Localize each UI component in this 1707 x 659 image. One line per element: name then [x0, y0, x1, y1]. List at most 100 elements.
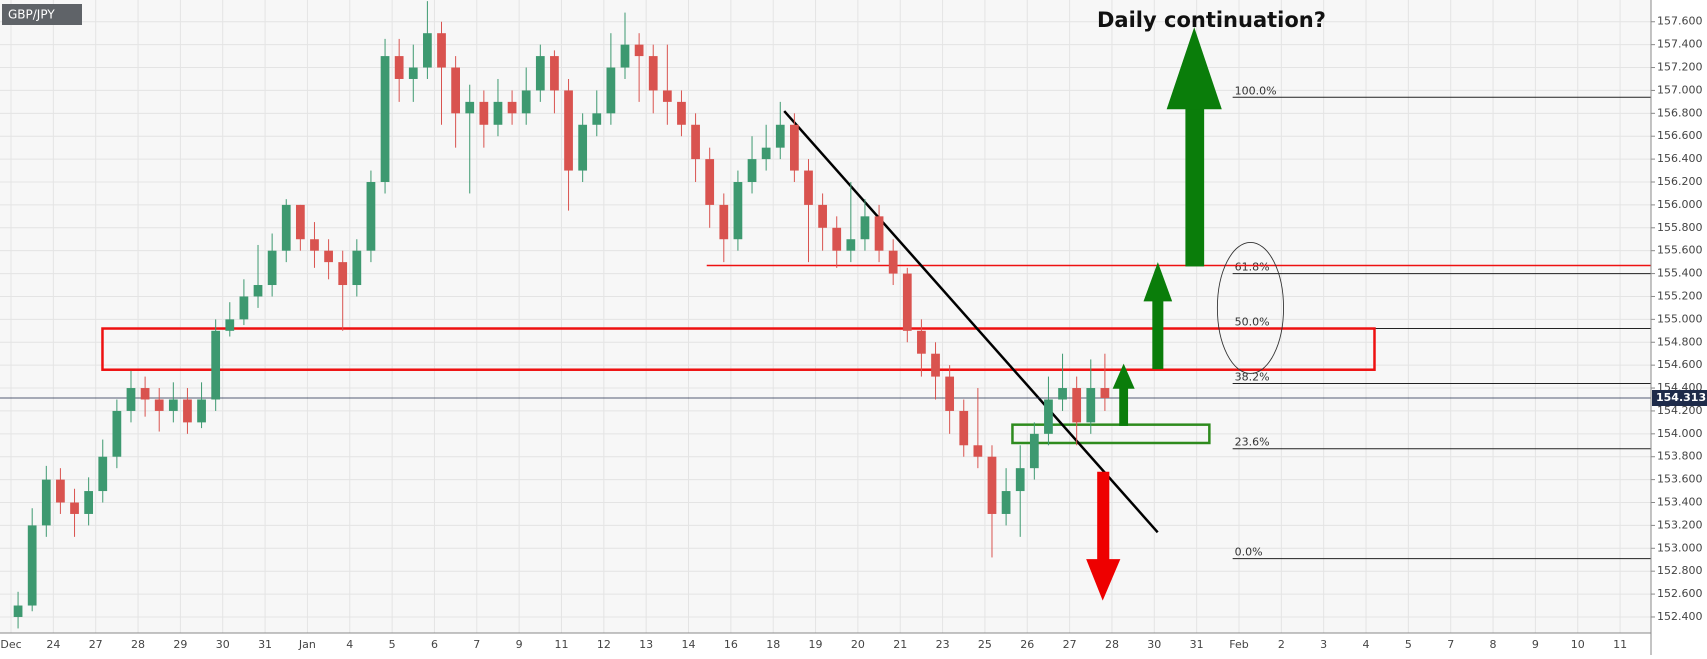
candle-body	[860, 216, 870, 240]
candle-body	[719, 204, 729, 240]
fib-label: 61.8%	[1235, 261, 1270, 274]
candle-body	[126, 388, 136, 411]
candle-body	[761, 147, 771, 160]
candle-body	[338, 262, 348, 286]
x-tick-label: 3	[1320, 638, 1327, 651]
candle-body	[197, 399, 206, 423]
candle-body	[154, 399, 164, 411]
y-tick-label: 152.400	[1657, 610, 1703, 623]
fib-label: 100.0%	[1235, 84, 1277, 97]
y-tick-label: 154.600	[1657, 358, 1703, 371]
candle-body	[564, 90, 573, 171]
y-tick-label: 157.000	[1657, 83, 1703, 96]
candle-body	[705, 159, 715, 205]
x-tick-label: 18	[766, 638, 780, 651]
y-tick-label: 155.000	[1657, 312, 1703, 325]
x-tick-label: 9	[1532, 638, 1539, 651]
last-price-box	[1652, 390, 1707, 407]
x-tick-label: 26	[1020, 638, 1034, 651]
y-tick-label: 155.400	[1657, 267, 1703, 280]
x-tick-label: 27	[1063, 638, 1077, 651]
candle-body	[211, 330, 221, 400]
candle-body	[648, 56, 658, 91]
plot-background	[0, 0, 1651, 633]
candle-body	[394, 56, 404, 79]
candle-body	[56, 479, 65, 503]
y-tick-label: 156.600	[1657, 129, 1703, 142]
candle-body	[691, 124, 700, 160]
small-arrow-shaft	[1119, 386, 1129, 426]
candle-body	[902, 273, 912, 331]
candle-body	[408, 67, 418, 79]
fib-label: 0.0%	[1235, 546, 1263, 559]
x-tick-label: 4	[346, 638, 353, 651]
mid-arrow-head	[1143, 262, 1173, 302]
x-tick-label: 4	[1363, 638, 1370, 651]
candle-body	[13, 605, 23, 617]
candle-body	[1015, 468, 1025, 492]
decorations	[1086, 27, 1284, 601]
y-tick-label: 153.800	[1657, 450, 1703, 463]
x-tick-label: 28	[131, 638, 145, 651]
x-tick-label: 20	[851, 638, 865, 651]
candle-body	[479, 101, 489, 125]
x-tick-label: 6	[431, 638, 438, 651]
y-tick-label: 154.000	[1657, 427, 1703, 440]
candle-body	[1100, 388, 1110, 399]
candle-body	[451, 67, 460, 114]
candle-body	[295, 204, 305, 240]
candle-body	[592, 113, 602, 125]
x-tick-label: 29	[173, 638, 187, 651]
big-arrow-head	[1166, 27, 1222, 110]
x-tick-label: 21	[893, 638, 907, 651]
red-arrow	[1086, 471, 1121, 601]
price-axis-background	[1651, 0, 1707, 655]
x-tick-label: 10	[1571, 638, 1585, 651]
fib-label: 38.2%	[1235, 370, 1270, 383]
candle-body	[140, 388, 150, 400]
y-tick-label: 152.600	[1657, 587, 1703, 600]
y-tick-label: 157.400	[1657, 38, 1703, 51]
x-tick-label: 23	[936, 638, 950, 651]
x-tick-label: 8	[1490, 638, 1497, 651]
x-tick-label: 5	[1405, 638, 1412, 651]
y-tick-label: 152.800	[1657, 564, 1703, 577]
candle-body	[98, 456, 108, 492]
y-tick-label: 155.800	[1657, 221, 1703, 234]
candle-body	[112, 410, 122, 457]
trendline	[783, 110, 1159, 534]
y-tick-label: 156.200	[1657, 175, 1703, 188]
y-tick-label: 153.200	[1657, 518, 1703, 531]
x-tick-label: 24	[46, 638, 60, 651]
candle-body	[804, 170, 813, 205]
x-tick-label: Dec	[0, 638, 21, 651]
x-tick-label: 31	[258, 638, 272, 651]
x-tick-label: 13	[639, 638, 653, 651]
x-tick-label: 5	[389, 638, 396, 651]
candle-body	[70, 502, 79, 514]
candle-body	[437, 33, 446, 68]
candle-body	[521, 90, 531, 114]
fib-label: 23.6%	[1235, 436, 1270, 449]
support-zone	[1011, 423, 1211, 445]
x-tick-label: 7	[1447, 638, 1454, 651]
candle-body	[1001, 491, 1011, 514]
x-tick-label: 12	[597, 638, 611, 651]
x-tick-label: 9	[516, 638, 523, 651]
big-arrow-shaft	[1185, 108, 1205, 267]
x-tick-label: Feb	[1229, 638, 1248, 651]
x-tick-label: 7	[473, 638, 480, 651]
candle-body	[84, 491, 94, 514]
candle-body	[917, 330, 926, 354]
candle-body	[945, 376, 955, 411]
y-tick-label: 156.000	[1657, 198, 1703, 211]
candle-body	[987, 456, 997, 514]
y-tick-label: 157.600	[1657, 15, 1703, 28]
candle-body	[662, 90, 672, 102]
red-arrow-shaft	[1097, 471, 1110, 562]
candle-body	[775, 124, 785, 148]
candle-body	[846, 239, 856, 251]
candle-body	[634, 44, 644, 57]
candle-body	[253, 285, 263, 297]
symbol-box	[2, 4, 82, 25]
